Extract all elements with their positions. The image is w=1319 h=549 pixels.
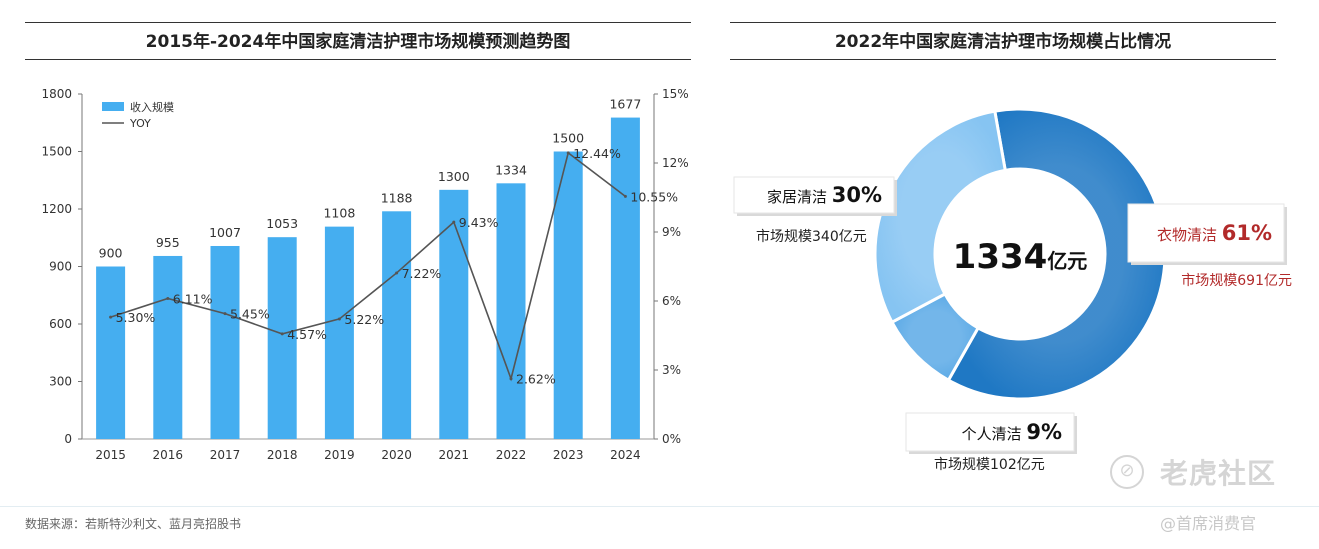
callout-market-size: 市场规模691亿元 xyxy=(1181,272,1292,289)
y-tick-label: 1200 xyxy=(41,202,72,216)
y2-tick-label: 9% xyxy=(662,225,681,239)
donut-slice xyxy=(946,107,1167,401)
y2-tick-label: 3% xyxy=(662,363,681,377)
x-tick-label: 2017 xyxy=(210,448,241,462)
y-tick-label: 0 xyxy=(64,432,72,446)
yoy-point xyxy=(223,312,227,316)
yoy-point xyxy=(566,151,570,155)
bar xyxy=(96,266,126,439)
legend-line-label: YOY xyxy=(129,117,151,130)
donut-center-label: 1334亿元 xyxy=(953,237,1088,277)
y-tick-label: 900 xyxy=(49,260,72,274)
callout-name: 个人清洁 xyxy=(962,425,1027,443)
bar-value-label: 1677 xyxy=(609,97,641,112)
bar xyxy=(210,245,240,439)
callout-box xyxy=(1127,203,1285,263)
callout-market-size: 市场规模102亿元 xyxy=(934,456,1045,472)
donut-center-value: 1334 xyxy=(953,237,1048,277)
bar-value-label: 1188 xyxy=(381,190,413,205)
bar-value-label: 900 xyxy=(99,246,123,261)
x-tick-label: 2018 xyxy=(267,448,298,462)
donut-center-unit: 亿元 xyxy=(1047,249,1087,273)
y2-tick-label: 15% xyxy=(662,87,689,101)
donut-chart-title: 2022年中国家庭清洁护理市场规模占比情况 xyxy=(730,22,1276,60)
bar-value-label: 1108 xyxy=(323,206,355,221)
callout-percent: 9% xyxy=(1026,420,1062,444)
donut-chart: 1334亿元 衣物清洁 61% 市场规模691亿元 家居清洁 30% 市场规模340亿元… xyxy=(733,107,1292,472)
x-tick-label: 2022 xyxy=(496,448,527,462)
bar xyxy=(153,255,183,439)
callout-box xyxy=(733,176,895,214)
y2-tick-label: 0% xyxy=(662,432,681,446)
x-tick-label: 2019 xyxy=(324,448,355,462)
callout-label: 衣物清洁 61% xyxy=(1157,221,1272,245)
yoy-point xyxy=(337,317,341,321)
bar xyxy=(382,211,412,439)
yoy-point xyxy=(452,220,456,224)
yoy-value-label: 2.62% xyxy=(516,372,556,387)
y-tick-label: 1800 xyxy=(41,87,72,101)
bar-value-label: 1300 xyxy=(438,169,470,184)
yoy-point xyxy=(509,377,513,381)
yoy-value-label: 12.44% xyxy=(573,146,621,161)
watermark-main: 老虎社区 xyxy=(1160,457,1277,490)
callout-box xyxy=(905,412,1075,452)
footer-divider xyxy=(0,506,1319,507)
x-tick-label: 2023 xyxy=(553,448,584,462)
yoy-value-label: 9.43% xyxy=(459,215,499,230)
y-tick-label: 600 xyxy=(49,317,72,331)
x-tick-label: 2016 xyxy=(153,448,184,462)
y-tick-label: 1500 xyxy=(41,145,72,159)
bar xyxy=(267,237,297,439)
callout-percent: 30% xyxy=(832,183,882,207)
y2-tick-label: 12% xyxy=(662,156,689,170)
watermark-sub: @首席消费官 xyxy=(1160,514,1257,533)
bar xyxy=(553,151,583,439)
yoy-value-label: 10.55% xyxy=(630,189,678,204)
x-tick-label: 2021 xyxy=(439,448,470,462)
y2-tick-label: 6% xyxy=(662,294,681,308)
bar xyxy=(324,226,354,439)
yoy-value-label: 5.30% xyxy=(116,310,156,325)
yoy-point xyxy=(395,271,399,275)
yoy-value-label: 5.45% xyxy=(230,307,270,322)
x-tick-label: 2024 xyxy=(610,448,641,462)
legend-bar-swatch xyxy=(102,102,124,111)
bar-chart-title: 2015年-2024年中国家庭清洁护理市场规模预测趋势图 xyxy=(25,22,691,60)
bar xyxy=(496,183,526,439)
callout-name: 衣物清洁 xyxy=(1157,226,1222,244)
legend-bar-label: 收入规模 xyxy=(130,100,174,114)
yoy-value-label: 7.22% xyxy=(402,266,442,281)
bar-value-label: 1053 xyxy=(266,216,298,231)
x-tick-label: 2020 xyxy=(381,448,412,462)
callout-name: 家居清洁 xyxy=(767,188,832,206)
x-tick-label: 2015 xyxy=(95,448,126,462)
callout-label: 个人清洁 9% xyxy=(962,420,1062,444)
yoy-point xyxy=(109,315,113,319)
bar-value-label: 955 xyxy=(156,235,180,250)
yoy-point xyxy=(166,296,170,300)
donut-slice xyxy=(873,109,1007,325)
watermark-logo-icon: ⊘ xyxy=(1110,455,1144,489)
bar-value-label: 1334 xyxy=(495,162,527,177)
yoy-value-label: 4.57% xyxy=(287,327,327,342)
bar xyxy=(610,117,640,439)
yoy-line xyxy=(110,151,626,382)
y-tick-label: 300 xyxy=(49,375,72,389)
data-source: 数据来源：若斯特沙利文、蓝月亮招股书 xyxy=(25,517,242,531)
yoy-value-label: 6.11% xyxy=(173,291,213,306)
bar-value-label: 1007 xyxy=(209,225,241,240)
callout-label: 家居清洁 30% xyxy=(767,183,882,207)
bar-line-chart: 0 300 600 900 1200 1500 1800 0% 3% 6% 9% 12% 15% 900 2… xyxy=(41,87,689,462)
yoy-point xyxy=(280,332,284,336)
bar-value-label: 1500 xyxy=(552,131,584,146)
callout-market-size: 市场规模340亿元 xyxy=(756,228,867,245)
yoy-point xyxy=(623,194,627,198)
yoy-value-label: 5.22% xyxy=(344,312,384,327)
callout-percent: 61% xyxy=(1222,221,1272,245)
